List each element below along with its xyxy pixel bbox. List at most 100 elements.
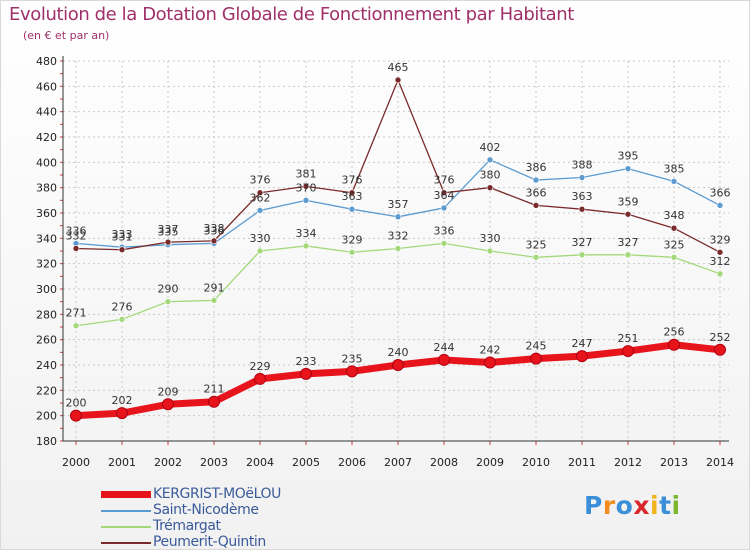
data-point bbox=[670, 178, 678, 185]
x-tick-label: 2005 bbox=[292, 456, 320, 469]
legend-item[interactable]: Peumerit-Quintin bbox=[101, 534, 361, 551]
data-label: 242 bbox=[480, 343, 501, 356]
data-label: 240 bbox=[388, 346, 409, 359]
data-point bbox=[72, 245, 80, 252]
data-label: 209 bbox=[158, 385, 179, 398]
data-point bbox=[440, 240, 448, 247]
legend-swatch bbox=[101, 542, 151, 544]
data-point bbox=[302, 197, 310, 204]
logo-letter: o bbox=[615, 491, 634, 520]
data-label: 335 bbox=[158, 226, 179, 239]
data-label: 363 bbox=[572, 190, 593, 203]
legend-swatch bbox=[101, 526, 151, 528]
data-label: 327 bbox=[618, 236, 639, 249]
data-label: 233 bbox=[296, 355, 317, 368]
legend-item[interactable]: Trémargat bbox=[101, 518, 361, 535]
data-point bbox=[118, 246, 126, 254]
data-label: 325 bbox=[526, 238, 547, 251]
data-point bbox=[532, 176, 540, 184]
legend-label: Saint-Nicodème bbox=[153, 502, 259, 518]
data-point bbox=[302, 242, 310, 250]
legend: KERGRIST-MOëLOU Saint-Nicodème Trémargat… bbox=[101, 486, 361, 551]
data-point bbox=[208, 395, 220, 408]
data-label: 336 bbox=[434, 224, 455, 237]
logo-letter: x bbox=[633, 491, 650, 520]
data-point bbox=[210, 297, 218, 304]
data-label: 291 bbox=[204, 281, 225, 294]
data-point bbox=[118, 316, 126, 323]
data-label: 380 bbox=[480, 169, 501, 182]
data-point bbox=[70, 409, 82, 422]
data-label: 465 bbox=[388, 61, 409, 74]
data-point bbox=[256, 247, 264, 255]
x-tick-label: 2001 bbox=[108, 456, 136, 469]
y-tick-label: 440 bbox=[36, 106, 57, 119]
data-label-layer: 200 202 209 211 229 233 235 240 244 242 245 247 251 2… bbox=[66, 61, 731, 410]
data-label: 337 bbox=[158, 223, 179, 236]
data-point bbox=[348, 205, 356, 213]
axis-layer: 180 200 220 240 260 280 300 320 340 360 380 400 420 4… bbox=[36, 55, 734, 469]
data-point bbox=[578, 174, 586, 181]
data-point bbox=[532, 254, 540, 261]
data-point bbox=[532, 202, 540, 209]
x-tick-label: 2014 bbox=[706, 456, 734, 469]
legend-item[interactable]: KERGRIST-MOëLOU bbox=[101, 486, 361, 503]
data-label: 276 bbox=[112, 300, 133, 313]
x-tick-label: 2009 bbox=[476, 456, 504, 469]
data-point bbox=[164, 238, 172, 246]
data-label: 386 bbox=[526, 161, 547, 174]
data-label: 312 bbox=[710, 255, 731, 268]
data-point bbox=[440, 204, 448, 212]
data-point bbox=[116, 407, 128, 420]
data-point bbox=[622, 345, 634, 358]
data-label: 333 bbox=[112, 228, 133, 241]
logo-letter: r bbox=[602, 491, 616, 520]
legend-label: KERGRIST-MOëLOU bbox=[153, 486, 281, 502]
data-point bbox=[624, 210, 632, 218]
logo-letter: i bbox=[650, 491, 660, 520]
y-tick-label: 320 bbox=[36, 258, 57, 271]
data-label: 362 bbox=[250, 191, 271, 204]
x-tick-label: 2003 bbox=[200, 456, 228, 469]
data-label: 202 bbox=[112, 394, 133, 407]
data-label: 329 bbox=[342, 233, 363, 246]
data-label: 363 bbox=[342, 190, 363, 203]
data-point bbox=[668, 338, 680, 351]
chart-subtitle: (en € et par an) bbox=[23, 29, 110, 42]
data-point bbox=[716, 270, 724, 278]
data-label: 366 bbox=[526, 186, 547, 199]
y-tick-label: 400 bbox=[36, 156, 57, 169]
data-point bbox=[486, 156, 494, 164]
data-label: 330 bbox=[250, 232, 271, 245]
data-point bbox=[72, 322, 80, 330]
data-point bbox=[486, 247, 494, 255]
data-point bbox=[300, 367, 312, 380]
data-point bbox=[394, 245, 402, 252]
x-tick-label: 2011 bbox=[568, 456, 596, 469]
data-point bbox=[346, 365, 358, 378]
data-point bbox=[624, 165, 632, 172]
legend-item[interactable]: Saint-Nicodème bbox=[101, 502, 361, 519]
data-label: 376 bbox=[342, 174, 363, 187]
data-point bbox=[394, 213, 402, 221]
proxiti-logo[interactable]: Proxiti bbox=[584, 491, 681, 520]
data-point bbox=[348, 248, 356, 256]
data-point bbox=[348, 189, 356, 197]
legend-label: Peumerit-Quintin bbox=[153, 534, 266, 550]
data-point bbox=[256, 189, 264, 197]
data-point bbox=[394, 76, 402, 84]
data-label: 235 bbox=[342, 352, 363, 365]
data-label: 348 bbox=[664, 209, 685, 222]
data-point bbox=[578, 251, 586, 259]
x-tick-label: 2012 bbox=[614, 456, 642, 469]
logo-letter: t bbox=[659, 491, 672, 520]
data-label: 211 bbox=[204, 383, 225, 396]
data-label: 327 bbox=[572, 236, 593, 249]
data-point bbox=[716, 202, 724, 209]
data-label: 388 bbox=[572, 159, 593, 172]
data-point bbox=[162, 398, 174, 411]
data-label: 359 bbox=[618, 195, 639, 208]
y-tick-label: 380 bbox=[36, 182, 57, 195]
x-tick-label: 2007 bbox=[384, 456, 412, 469]
